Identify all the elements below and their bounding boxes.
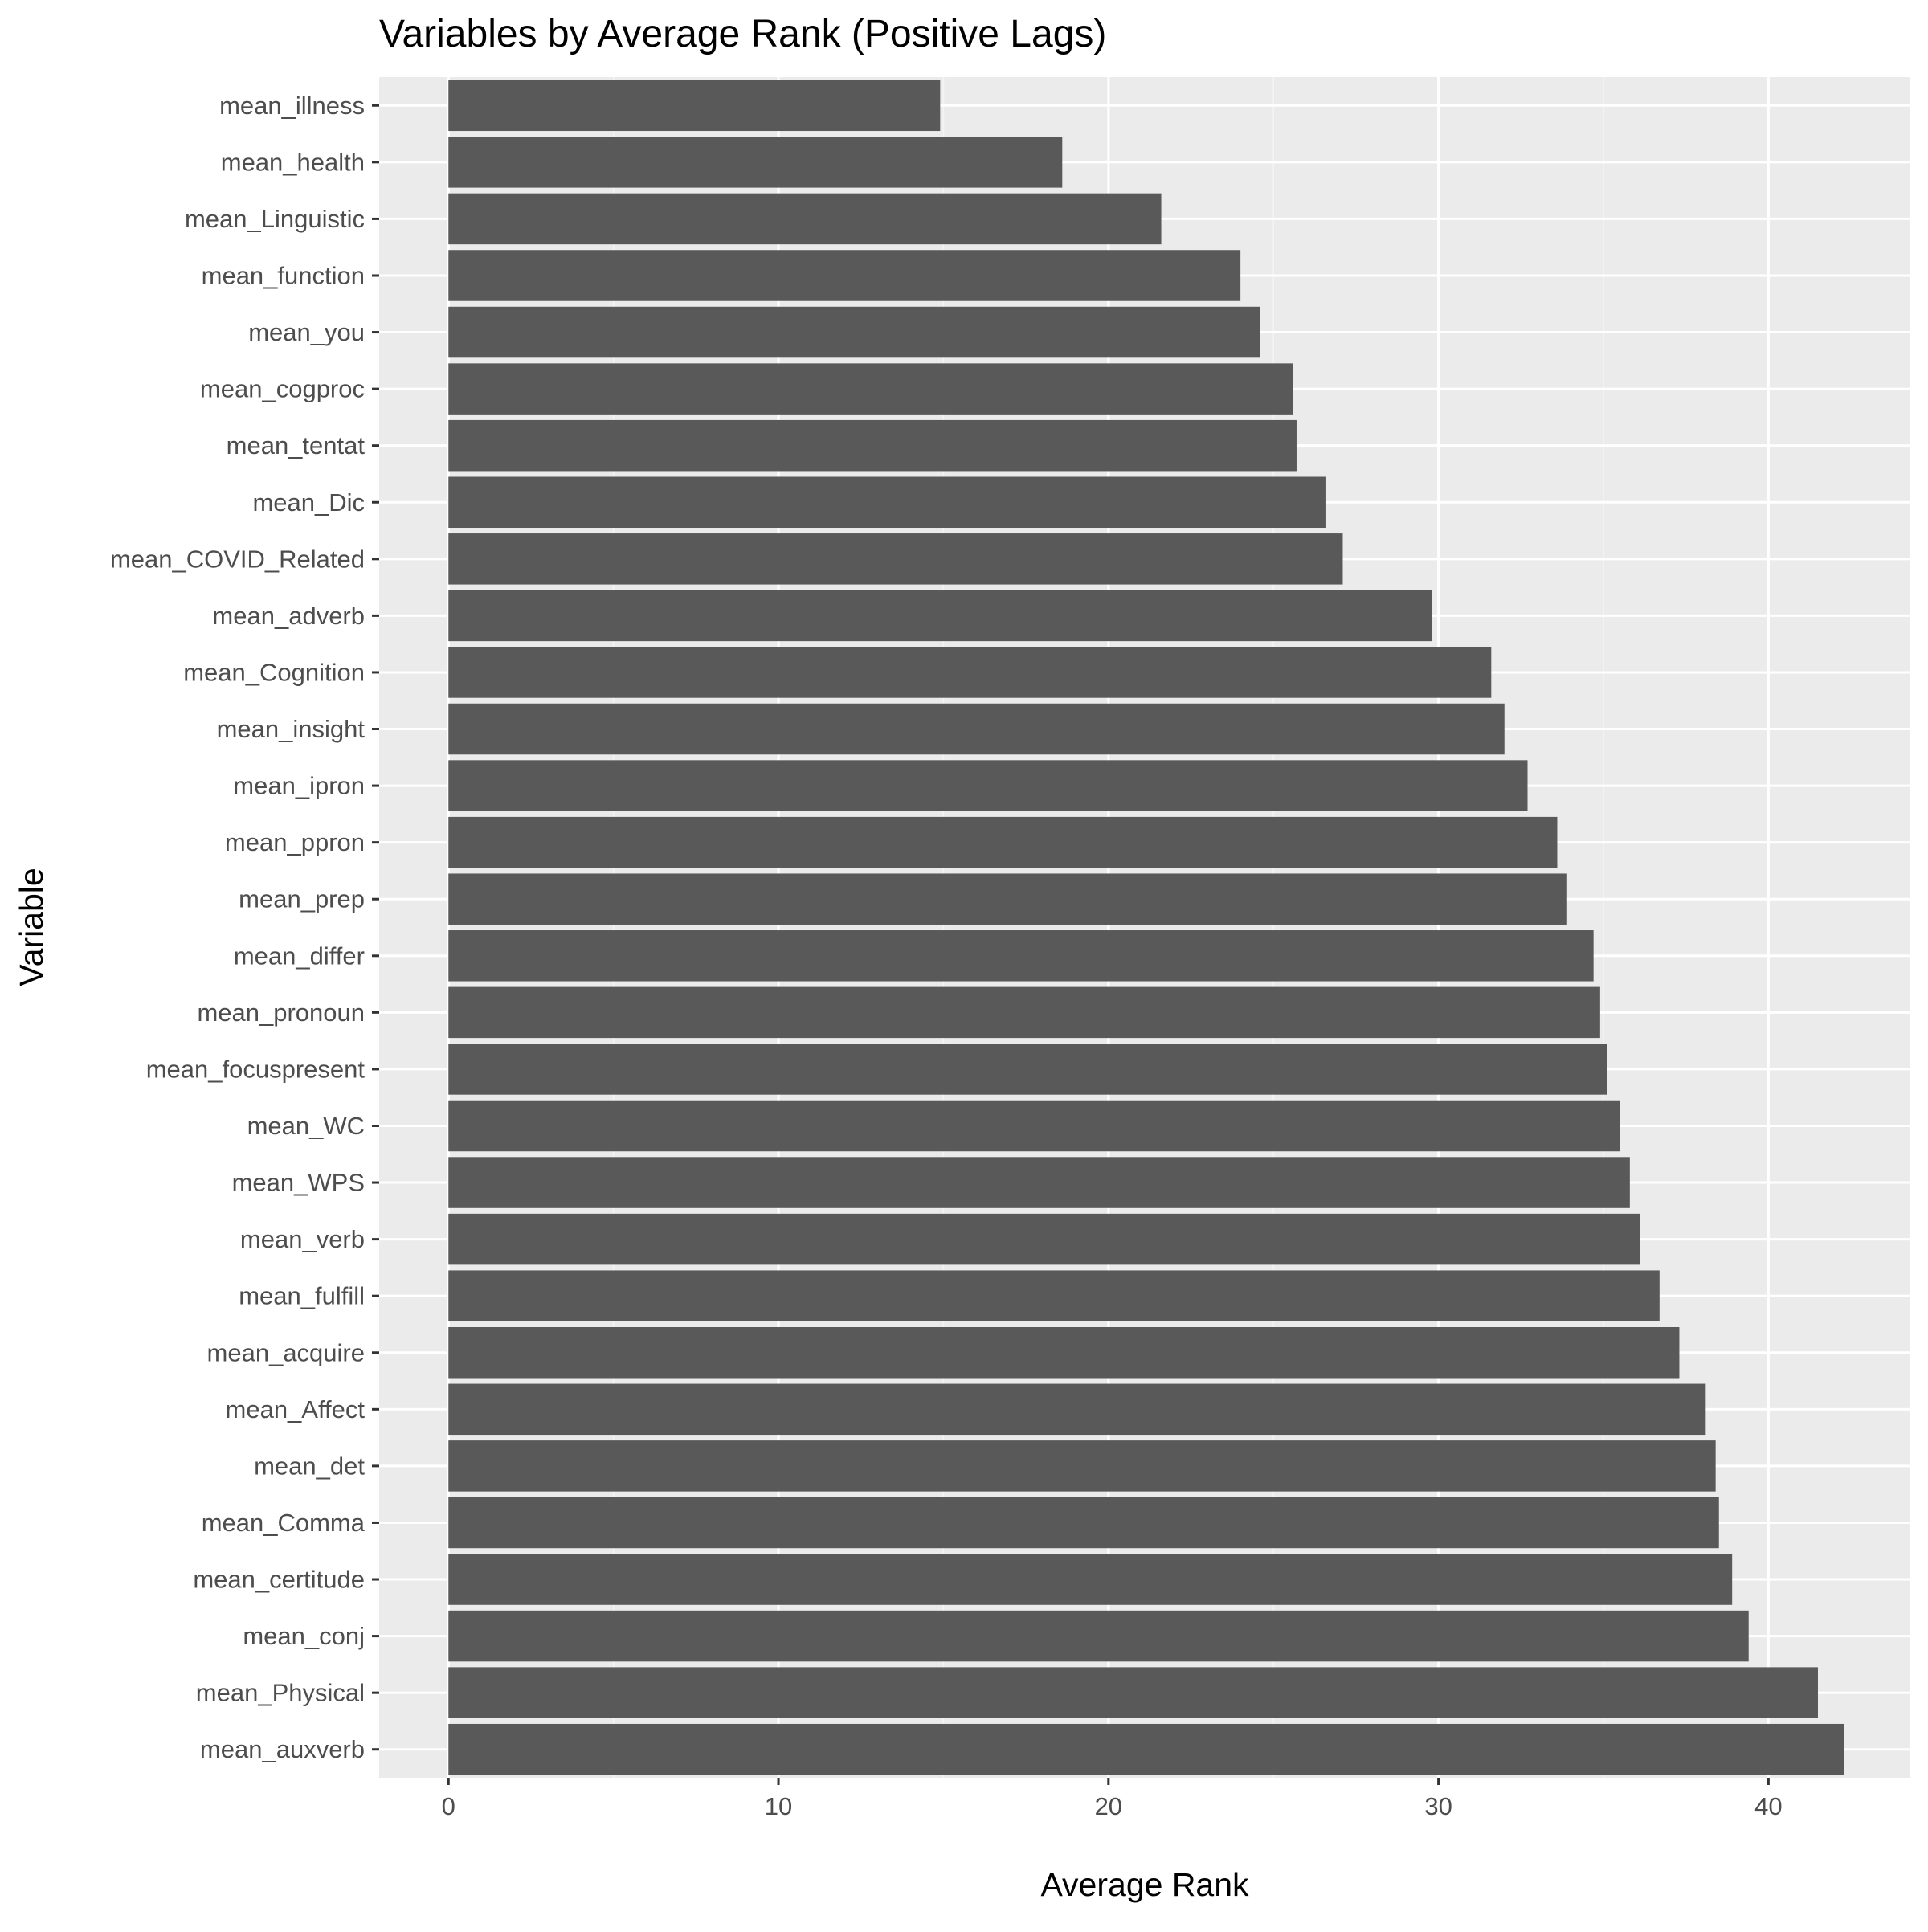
y-tick-label: mean_COVID_Related bbox=[110, 545, 365, 573]
bar-mean_ipron bbox=[448, 760, 1528, 811]
bar-mean_COVID_Related bbox=[448, 533, 1343, 585]
bar-mean_acquire bbox=[448, 1326, 1680, 1379]
y-tick-label: mean_function bbox=[202, 261, 365, 289]
x-tick-label: 10 bbox=[765, 1792, 792, 1820]
y-tick-label: mean_Physical bbox=[196, 1679, 365, 1707]
y-tick-label: mean_illness bbox=[219, 92, 365, 120]
y-tick-label: mean_ppron bbox=[225, 828, 365, 856]
y-tick-label: mean_Affect bbox=[226, 1395, 366, 1423]
bar-mean_focuspresent bbox=[448, 1044, 1607, 1095]
bar-mean_function bbox=[448, 250, 1241, 301]
y-tick-label: mean_pronoun bbox=[197, 999, 365, 1027]
y-tick-label: mean_Linguistic bbox=[185, 205, 365, 233]
y-tick-label: mean_you bbox=[248, 318, 365, 346]
bar-mean_insight bbox=[448, 703, 1505, 755]
plot-panel bbox=[379, 77, 1910, 1778]
bar-mean_WC bbox=[448, 1100, 1620, 1152]
y-axis: mean_illness mean_health mean_Linguisticme… bbox=[110, 92, 379, 1763]
bar-mean_illness bbox=[448, 80, 941, 132]
bar-mean_adverb bbox=[448, 590, 1432, 642]
bar-mean_cogproc bbox=[448, 363, 1293, 415]
y-tick-label: mean_acquire bbox=[207, 1338, 365, 1366]
x-axis-title: Average Rank bbox=[1040, 1866, 1249, 1903]
bar-mean_health bbox=[448, 137, 1063, 188]
bar-mean_ppron bbox=[448, 816, 1558, 868]
chart-title: Variables by Average Rank (Positive Lags… bbox=[379, 13, 1106, 55]
y-tick-label: mean_prep bbox=[239, 885, 365, 913]
y-tick-label: mean_Dic bbox=[252, 488, 365, 517]
y-tick-label: mean_det bbox=[254, 1452, 365, 1480]
y-tick-label: mean_ipron bbox=[233, 772, 365, 800]
x-tick-label: 40 bbox=[1754, 1792, 1782, 1820]
y-tick-label: mean_conj bbox=[243, 1622, 365, 1650]
y-tick-label: mean_adverb bbox=[212, 602, 365, 630]
bar-mean_conj bbox=[448, 1610, 1749, 1662]
bar-mean_fulfill bbox=[448, 1270, 1660, 1321]
y-tick-label: mean_health bbox=[221, 148, 365, 176]
bar-mean_prep bbox=[448, 873, 1567, 925]
bar-mean_verb bbox=[448, 1213, 1640, 1265]
y-tick-label: mean_Cognition bbox=[183, 658, 365, 686]
bar-mean_pronoun bbox=[448, 986, 1600, 1039]
x-tick-label: 20 bbox=[1095, 1792, 1122, 1820]
bar-mean_Cognition bbox=[448, 647, 1492, 698]
bar-mean_Linguistic bbox=[448, 193, 1162, 245]
y-tick-label: mean_auxverb bbox=[200, 1735, 365, 1763]
bar-mean_Affect bbox=[448, 1383, 1706, 1436]
y-tick-label: mean_differ bbox=[234, 941, 365, 970]
x-tick-label: 0 bbox=[442, 1792, 455, 1820]
bar-mean_det bbox=[448, 1440, 1716, 1492]
bar-mean_certitude bbox=[448, 1554, 1733, 1605]
y-tick-label: mean_insight bbox=[217, 715, 366, 743]
bar-mean_WPS bbox=[448, 1157, 1630, 1208]
y-tick-label: mean_WPS bbox=[232, 1169, 365, 1197]
bar-mean_Comma bbox=[448, 1497, 1719, 1549]
y-tick-label: mean_Comma bbox=[202, 1509, 366, 1537]
y-tick-label: mean_certitude bbox=[193, 1566, 365, 1594]
bar-mean_Physical bbox=[448, 1667, 1818, 1718]
y-tick-label: mean_focuspresent bbox=[146, 1055, 366, 1083]
bar-mean_auxverb bbox=[448, 1723, 1844, 1775]
x-axis: 0 10 20 30 40 bbox=[442, 1778, 1783, 1820]
bar-mean_you bbox=[448, 306, 1260, 358]
y-tick-label: mean_WC bbox=[247, 1112, 365, 1140]
bars bbox=[448, 80, 1844, 1775]
bar-mean_differ bbox=[448, 930, 1594, 982]
bar-mean_tentat bbox=[448, 419, 1297, 472]
y-tick-label: mean_verb bbox=[240, 1225, 365, 1253]
bar-mean_Dic bbox=[448, 476, 1326, 529]
x-tick-label: 30 bbox=[1424, 1792, 1452, 1820]
y-tick-label: mean_cogproc bbox=[200, 375, 365, 403]
y-tick-label: mean_tentat bbox=[227, 431, 366, 460]
y-axis-title: Variable bbox=[13, 868, 50, 986]
y-tick-label: mean_fulfill bbox=[239, 1282, 365, 1310]
